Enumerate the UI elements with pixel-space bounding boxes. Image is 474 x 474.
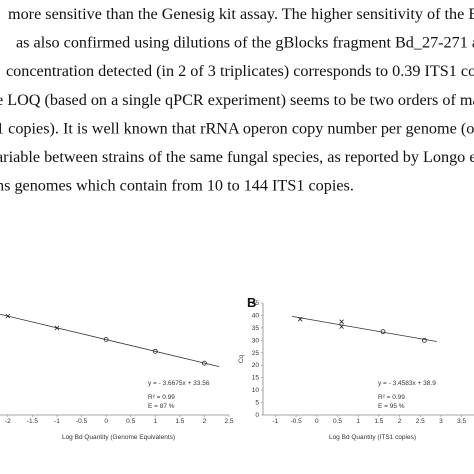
- x-tick-label: 2: [203, 418, 207, 425]
- paragraph-line: ariable between strains of the same fung…: [0, 148, 474, 166]
- point: [54, 325, 60, 331]
- x-tick-label: 1: [153, 418, 157, 425]
- x-tick-label: 0: [104, 418, 108, 425]
- trend-line: [0, 313, 220, 368]
- paragraph-line: concentration detected (in 2 of 3 tripli…: [6, 62, 474, 80]
- paragraph-line: 1 copies). It is well known that rRNA op…: [0, 119, 474, 137]
- y-tick-label: 20: [252, 362, 260, 369]
- x-tick-label: 2: [398, 418, 402, 425]
- point: [380, 329, 386, 335]
- point: [103, 337, 109, 342]
- point: [339, 319, 344, 324]
- x-tick-label: -0.5: [76, 418, 88, 425]
- x-tick-label: -0.5: [290, 418, 302, 425]
- x-tick-label: -1: [273, 418, 279, 425]
- x-tick-label: 0.5: [333, 418, 342, 425]
- x-tick-label: 1.5: [175, 418, 184, 425]
- annotation: R² = 0.99: [148, 394, 175, 401]
- annotation: E = 95 %: [378, 403, 405, 410]
- point: [297, 316, 303, 322]
- x-tick-label: 0: [315, 418, 319, 425]
- point: [339, 324, 344, 329]
- x-tick-label: 1: [356, 418, 360, 425]
- x-tick-label: 1.5: [374, 418, 383, 425]
- point: [5, 313, 11, 319]
- paragraph-line: ns genomes which contain from 10 to 144 …: [0, 177, 354, 195]
- point: [421, 337, 427, 343]
- annotation: R² = 0.99: [378, 394, 405, 401]
- x-axis-label: Log Bd Quantity (ITS1 copies): [329, 434, 416, 441]
- y-tick-label: 35: [252, 325, 260, 332]
- trend-line: [291, 316, 437, 342]
- x-tick-label: 0.5: [126, 418, 135, 425]
- annotation: y = - 3.6675x + 33.56: [148, 380, 210, 387]
- x-tick-label: 3: [439, 418, 443, 425]
- x-axis-label: Log Bd Quantity (Genome Equivalents): [62, 434, 175, 441]
- paragraph-line: more sensitive than the Genesig kit assa…: [8, 5, 474, 23]
- paragraph-line: e LOQ (based on a single qPCR experiment…: [0, 91, 474, 109]
- annotation: E = 87 %: [148, 403, 175, 410]
- x-tick-label: 3.5: [457, 418, 466, 425]
- annotation: y = - 3.4583x + 38.9: [378, 380, 436, 387]
- x-tick-label: -1.5: [27, 418, 39, 425]
- y-tick-label: 5: [255, 400, 259, 407]
- y-tick-label: 10: [252, 387, 260, 394]
- y-axis-label: Cq: [238, 354, 245, 363]
- y-tick-label: 40: [252, 312, 260, 319]
- point: [152, 348, 158, 354]
- x-tick-label: 2.5: [224, 418, 233, 425]
- x-tick-label: 2.5: [416, 418, 425, 425]
- panel-label: B: [247, 295, 256, 310]
- y-tick-label: 30: [252, 337, 260, 344]
- y-tick-label: 45: [252, 300, 260, 307]
- y-tick-label: 15: [252, 375, 260, 382]
- paragraph-line: as also confirmed using dilutions of the…: [16, 34, 474, 52]
- y-tick-label: 0: [255, 412, 259, 419]
- y-tick-label: 25: [252, 350, 260, 357]
- x-tick-label: -2: [5, 418, 11, 425]
- point: [202, 360, 207, 366]
- x-tick-label: -1: [54, 418, 60, 425]
